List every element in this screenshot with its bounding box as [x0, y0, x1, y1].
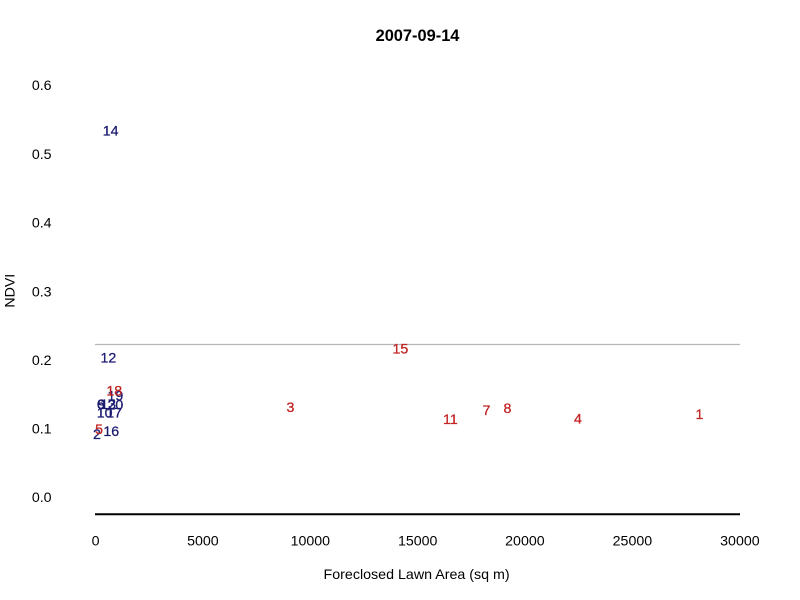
svg-text:19: 19: [108, 389, 124, 405]
svg-text:3: 3: [287, 400, 295, 416]
svg-text:16: 16: [103, 424, 119, 440]
svg-text:2: 2: [93, 427, 101, 443]
svg-text:0.6: 0.6: [32, 78, 52, 94]
svg-text:13: 13: [100, 397, 116, 413]
svg-text:20: 20: [108, 397, 124, 413]
svg-text:0.4: 0.4: [32, 216, 52, 232]
svg-text:10: 10: [97, 406, 113, 422]
svg-text:9: 9: [98, 397, 106, 413]
svg-text:4: 4: [574, 411, 582, 427]
svg-text:18: 18: [106, 383, 122, 399]
svg-text:25000: 25000: [613, 533, 653, 549]
svg-text:15: 15: [393, 341, 409, 357]
svg-text:5: 5: [95, 422, 103, 438]
svg-text:7: 7: [483, 403, 491, 419]
svg-text:Foreclosed Lawn Area (sq m): Foreclosed Lawn Area (sq m): [324, 567, 510, 583]
svg-text:11: 11: [443, 412, 458, 428]
svg-text:0.2: 0.2: [32, 353, 52, 369]
svg-text:0.5: 0.5: [32, 147, 52, 163]
svg-text:6: 6: [97, 397, 105, 413]
svg-text:15000: 15000: [398, 533, 438, 549]
svg-text:1: 1: [696, 407, 704, 423]
svg-text:2007-09-14: 2007-09-14: [376, 27, 461, 45]
svg-text:NDVI: NDVI: [3, 274, 19, 308]
svg-text:0.3: 0.3: [32, 284, 52, 300]
svg-text:14: 14: [103, 123, 119, 139]
svg-text:8: 8: [504, 401, 512, 417]
svg-text:0: 0: [92, 533, 100, 549]
svg-text:20000: 20000: [505, 533, 545, 549]
svg-text:17: 17: [106, 406, 122, 422]
svg-text:0.1: 0.1: [32, 422, 52, 438]
svg-text:30000: 30000: [720, 533, 760, 549]
svg-text:10000: 10000: [291, 533, 331, 549]
svg-text:5000: 5000: [187, 533, 219, 549]
svg-text:0.0: 0.0: [32, 490, 52, 506]
svg-text:12: 12: [101, 351, 117, 367]
